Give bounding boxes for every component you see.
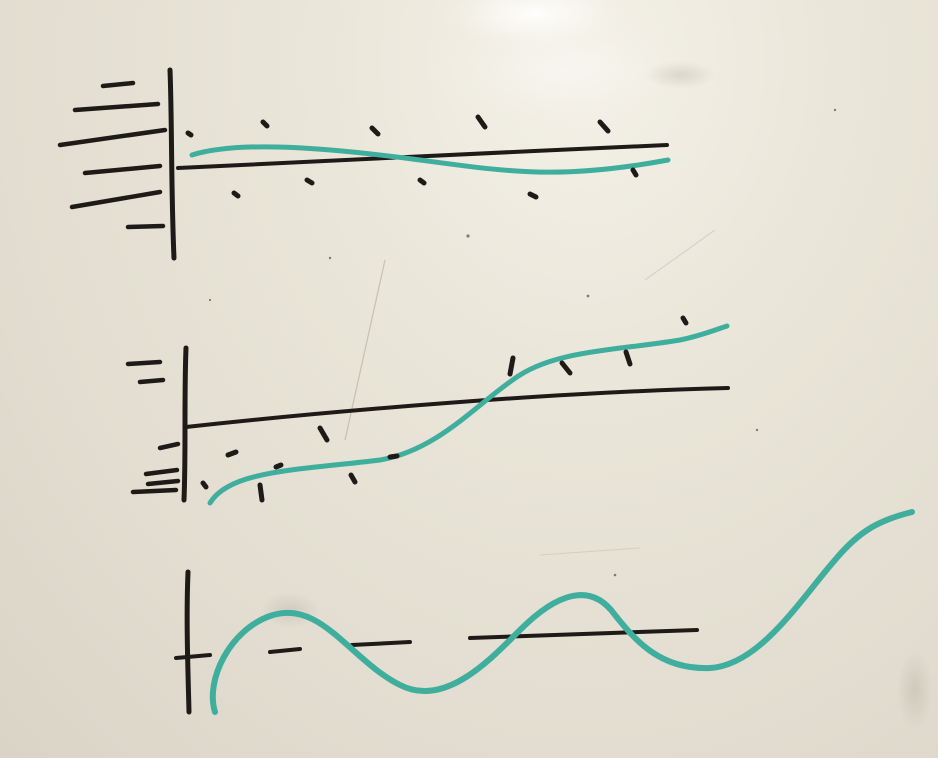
sketch-wave (174, 509, 915, 715)
sketch-beam-small-deflection (57, 67, 671, 261)
deflection-curve (189, 144, 671, 175)
scatter-dots (200, 315, 689, 503)
axis-line (184, 569, 192, 715)
ghost-line (644, 229, 716, 281)
board-smudge (897, 650, 933, 730)
wall-line (167, 67, 177, 261)
sketch-beam-large-deflection (125, 315, 730, 506)
wall-line (181, 345, 189, 503)
light-glare-secondary (420, 15, 700, 125)
beam-line (184, 386, 730, 429)
wave-curve (209, 509, 915, 715)
deflection-curve (207, 323, 730, 506)
board-specks (208, 108, 837, 577)
wall-hatching (125, 359, 181, 495)
ghost-line (539, 547, 641, 556)
board-smudge (645, 61, 715, 89)
scatter-dots (185, 114, 639, 200)
ghost-line (344, 259, 386, 441)
wall-hatching (57, 80, 168, 230)
baseline-dashes (174, 628, 699, 660)
